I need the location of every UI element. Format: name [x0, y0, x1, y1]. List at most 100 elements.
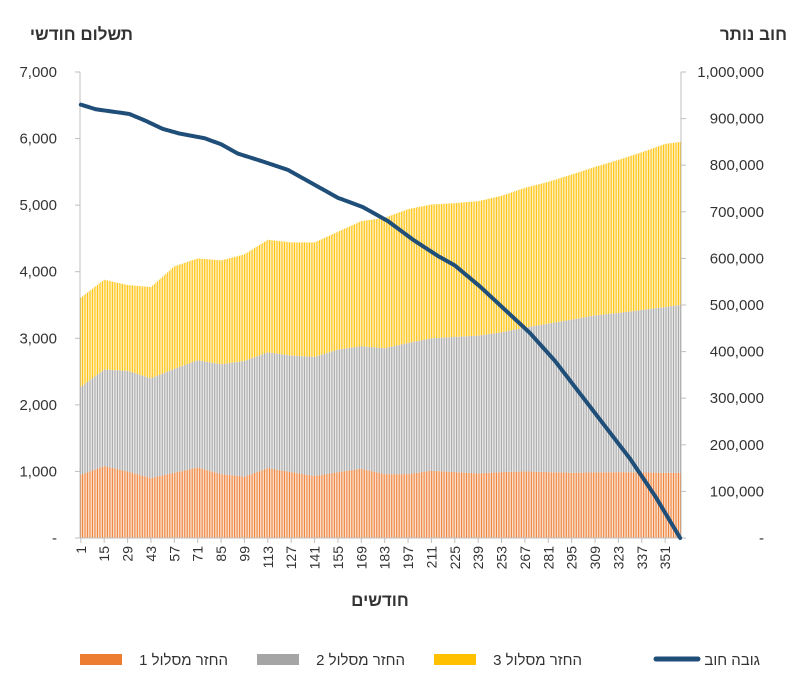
bar-series-2-month-271 [531, 326, 533, 472]
bar-series-3-month-110 [262, 242, 264, 355]
bar-series-3-month-251 [497, 196, 499, 333]
bar-series-1-month-97 [240, 476, 242, 538]
bar-series-3-month-24 [118, 283, 120, 371]
bar-series-1-month-277 [541, 471, 543, 538]
right-tick-label: 900,000 [710, 111, 764, 128]
bar-series-2-month-205 [420, 340, 422, 473]
bar-series-3-month-224 [452, 203, 454, 338]
bar-series-3-month-306 [589, 168, 591, 317]
bar-series-1-month-317 [607, 472, 609, 538]
bar-series-2-month-122 [282, 354, 284, 471]
bar-series-1-month-292 [566, 472, 568, 538]
bar-series-1-month-264 [519, 471, 521, 538]
bar-series-3-month-257 [507, 193, 509, 331]
bar-series-2-month-24 [118, 370, 120, 470]
bar-series-3-month-204 [419, 206, 421, 341]
x-tick-label: 43 [143, 546, 159, 562]
bar-series-3-month-197 [407, 209, 409, 343]
bar-series-2-month-100 [245, 360, 247, 477]
bar-series-3-month-217 [440, 203, 442, 338]
bar-series-3-month-255 [504, 194, 506, 332]
bar-series-1-month-201 [414, 473, 416, 538]
bar-series-3-month-318 [609, 162, 611, 314]
bar-series-2-month-210 [429, 338, 431, 471]
bars-layer [80, 141, 681, 538]
bar-series-2-month-36 [138, 374, 140, 475]
bar-series-2-month-230 [462, 336, 464, 473]
bar-series-3-month-293 [567, 175, 569, 321]
bar-series-1-month-61 [180, 471, 182, 538]
bar-series-2-month-253 [501, 332, 502, 473]
bar-series-3-month-141 [314, 242, 316, 357]
bar-series-1-month-144 [319, 475, 321, 538]
bar-series-2-month-119 [277, 353, 279, 470]
bar-series-2-month-322 [616, 313, 618, 473]
bar-series-2-month-116 [272, 352, 274, 469]
bar-series-2-month-172 [365, 346, 367, 470]
bar-series-3-month-168 [359, 221, 361, 347]
bar-series-3-month-194 [402, 210, 404, 345]
bar-series-1-month-244 [486, 472, 487, 538]
bar-series-3-month-52 [165, 273, 167, 373]
bar-series-3-month-279 [544, 182, 546, 325]
bar-series-1-month-128 [292, 472, 294, 538]
bar-series-2-month-178 [375, 347, 377, 473]
bar-series-1-month-255 [504, 472, 506, 538]
bar-series-2-month-159 [344, 348, 346, 472]
bar-series-3-month-324 [619, 159, 621, 313]
bar-series-1-month-193 [400, 474, 402, 538]
bar-series-2-month-316 [606, 314, 608, 473]
bar-series-3-month-5 [87, 292, 88, 382]
bar-series-3-month-295 [571, 174, 573, 320]
bar-series-2-month-102 [248, 359, 250, 475]
bar-series-1-month-145 [320, 474, 322, 538]
bar-series-2-month-166 [355, 346, 357, 470]
bar-series-2-month-338 [642, 309, 644, 473]
bar-series-2-month-347 [658, 307, 659, 473]
bar-series-2-month-128 [292, 355, 294, 473]
bar-series-1-month-112 [265, 468, 267, 538]
bar-series-2-month-69 [193, 361, 195, 469]
bar-series-1-month-303 [584, 472, 586, 538]
bar-series-1-month-296 [572, 472, 574, 538]
bar-series-1-month-332 [632, 472, 634, 538]
bar-series-3-month-99 [243, 254, 245, 361]
bar-series-2-month-98 [242, 361, 244, 477]
bar-series-3-month-273 [534, 185, 536, 326]
bar-series-2-month-213 [434, 338, 436, 471]
bar-series-2-month-285 [554, 322, 556, 473]
bar-series-1-month-321 [614, 472, 616, 538]
bar-series-3-month-352 [666, 143, 668, 307]
bar-series-2-month-171 [364, 346, 366, 470]
bar-series-1-month-111 [264, 469, 265, 538]
bar-series-2-month-46 [155, 376, 157, 477]
bar-series-2-month-238 [476, 335, 477, 474]
bar-series-3-month-266 [522, 188, 524, 328]
bar-series-3-month-98 [242, 254, 244, 362]
bar-series-2-month-291 [564, 320, 566, 473]
bar-series-3-month-245 [487, 198, 489, 335]
bar-series-2-month-82 [215, 363, 217, 473]
bar-series-2-month-269 [527, 327, 529, 472]
bar-series-2-month-173 [367, 346, 369, 471]
bar-series-1-month-311 [597, 472, 599, 538]
left-axis-title: תשלום חודשי [30, 25, 133, 44]
bar-series-3-month-317 [607, 162, 609, 314]
bar-series-2-month-348 [659, 307, 661, 473]
bar-series-3-month-100 [245, 253, 247, 361]
bar-series-1-month-11 [97, 468, 98, 538]
right-tick-label: 200,000 [710, 437, 764, 454]
bar-series-1-month-57 [173, 472, 175, 538]
bar-series-1-month-190 [395, 474, 397, 538]
bar-series-3-month-65 [187, 261, 189, 364]
bar-series-1-month-41 [147, 477, 149, 538]
bar-series-3-month-117 [274, 240, 275, 354]
bar-series-1-month-167 [357, 469, 359, 538]
bar-series-1-month-37 [140, 475, 142, 538]
bar-series-1-month-197 [407, 474, 409, 538]
bar-series-3-month-202 [415, 207, 417, 342]
bar-series-2-month-245 [487, 334, 489, 473]
bar-series-2-month-44 [152, 377, 154, 478]
x-tick-label: 351 [657, 546, 673, 570]
bar-series-3-month-8 [92, 288, 93, 379]
